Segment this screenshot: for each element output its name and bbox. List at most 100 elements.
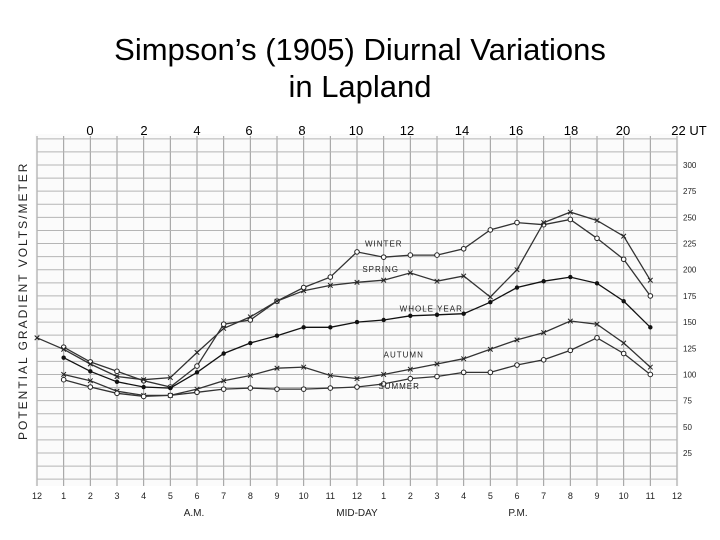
- data-point: [61, 371, 67, 378]
- data-point: [354, 279, 360, 285]
- data-point: [620, 256, 627, 263]
- bottom-hour-labels: 12 1 2 3 4 5 6 7 8 9 10 11 12 1 2 3 4 5 6 7 8 9 10 11 12: [32, 491, 682, 501]
- series-line: [36, 211, 651, 381]
- data-point: [168, 385, 173, 391]
- hour-tick-label: 12: [352, 491, 362, 501]
- data-point: [621, 340, 627, 346]
- series-label: SPRING: [362, 265, 399, 274]
- data-point: [407, 366, 413, 372]
- y-tick-label: 125: [683, 344, 697, 353]
- data-point: [487, 294, 493, 300]
- hour-tick-label: 8: [248, 491, 253, 501]
- data-point: [381, 317, 386, 323]
- data-point: [114, 373, 120, 380]
- data-point: [488, 299, 493, 305]
- data-point: [567, 318, 573, 324]
- y-tick-label: 200: [683, 266, 697, 275]
- ut-tick-label: 18: [564, 123, 578, 138]
- data-point: [328, 325, 333, 330]
- data-point: [647, 371, 654, 378]
- data-point: [487, 369, 494, 376]
- hour-tick-label: 2: [88, 491, 93, 501]
- data-point: [434, 312, 440, 317]
- data-point: [274, 333, 280, 338]
- y-tick-labels: 300 275 250 225 200 175 150 125 100 75 50 25: [683, 161, 697, 458]
- slide-title-line-2: in Lapland: [288, 69, 432, 104]
- data-point: [87, 361, 93, 367]
- y-tick-label: 50: [683, 423, 692, 432]
- data-point: [541, 279, 546, 284]
- data-point: [301, 288, 307, 294]
- data-point: [327, 372, 333, 379]
- data-point: [487, 227, 494, 233]
- data-point: [461, 273, 467, 279]
- data-point: [300, 284, 307, 291]
- data-point: [567, 209, 573, 215]
- data-point: [194, 349, 200, 356]
- data-point: [514, 267, 520, 273]
- data-point: [61, 355, 66, 360]
- data-point: [34, 335, 40, 341]
- hour-tick-label: 9: [274, 491, 279, 501]
- data-point: [514, 285, 520, 290]
- data-point: [194, 370, 200, 375]
- data-point: [221, 378, 227, 384]
- data-point: [461, 311, 466, 316]
- data-point: [141, 377, 147, 383]
- data-point: [194, 363, 200, 369]
- data-point: [354, 375, 360, 382]
- data-point: [300, 386, 307, 392]
- data-point: [248, 340, 253, 346]
- data-point: [434, 252, 440, 258]
- y-axis-label: POTENTIAL GRADIENT VOLTS/METER: [16, 162, 30, 440]
- vertical-gridlines: [36, 136, 678, 486]
- data-point: [61, 346, 67, 352]
- data-point: [407, 270, 413, 276]
- y-tick-label: 75: [683, 397, 692, 406]
- ut-tick-label: 12: [400, 123, 414, 138]
- y-tick-label: 100: [683, 370, 697, 379]
- hour-tick-label: 3: [114, 491, 119, 501]
- data-point: [327, 385, 334, 391]
- hour-tick-label: 11: [326, 491, 335, 501]
- data-point: [114, 368, 120, 375]
- data-point: [274, 386, 280, 392]
- y-tick-label: 25: [683, 449, 692, 458]
- data-point: [541, 329, 547, 336]
- data-point: [407, 252, 414, 258]
- top-ut-labels: 0 2 4 6 8 10 12 14 16 18 20 22 UT: [86, 123, 706, 138]
- data-point: [60, 376, 67, 383]
- ut-tick-label: 10: [349, 123, 363, 138]
- hour-tick-label: 12: [672, 491, 682, 501]
- hour-tick-label: 6: [514, 491, 519, 501]
- data-point: [567, 347, 574, 354]
- hour-tick-label: 1: [61, 491, 66, 501]
- pm-label: P.M.: [508, 508, 527, 519]
- am-label: A.M.: [184, 508, 205, 519]
- data-point: [408, 313, 413, 319]
- ut-tick-label: 8: [298, 123, 305, 138]
- data-point: [87, 384, 94, 390]
- data-point: [647, 293, 654, 299]
- hour-tick-label: 6: [194, 491, 199, 501]
- ut-tick-label: 0: [86, 123, 93, 138]
- ut-tick-label: 22 UT: [671, 123, 706, 138]
- data-point: [407, 375, 414, 382]
- series-label: SUMMER: [378, 382, 420, 391]
- y-tick-label: 175: [683, 292, 697, 301]
- data-point: [594, 335, 600, 341]
- data-point: [434, 361, 440, 367]
- data-point: [274, 298, 280, 304]
- data-point: [380, 381, 387, 387]
- data-point: [354, 319, 360, 325]
- hour-tick-label: 11: [646, 491, 655, 501]
- hour-tick-label: 4: [461, 491, 466, 501]
- ut-tick-label: 20: [616, 123, 630, 138]
- data-point: [141, 384, 146, 390]
- data-point: [487, 346, 493, 352]
- data-point: [221, 325, 227, 332]
- y-tick-label: 275: [683, 187, 697, 196]
- y-tick-label: 225: [683, 240, 697, 249]
- hour-tick-label: 7: [541, 491, 546, 501]
